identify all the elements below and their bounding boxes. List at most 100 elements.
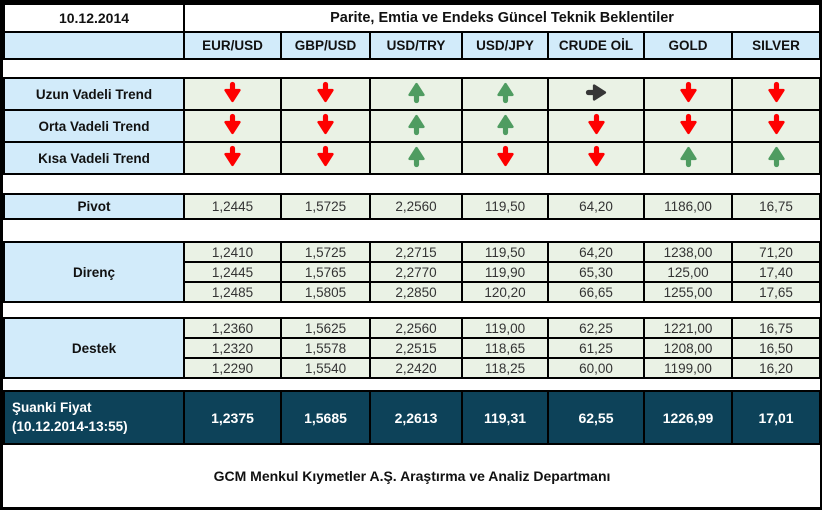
resistance-row: 1,2485 1,5805 2,2850 120,20 66,65 1255,0… [4,281,822,303]
technical-outlook-table: 10.12.2014 Parite, Emtia ve Endeks Günce… [3,3,822,507]
resistance-value: 65,30 [547,261,645,283]
pivot-value: 2,2560 [369,193,463,220]
resistance-value: 1,2485 [183,281,282,303]
title-row: 10.12.2014 Parite, Emtia ve Endeks Günce… [3,3,822,33]
trend-cell [183,141,282,175]
column-header-silver: SILVER [730,31,822,60]
trend-cell [369,77,463,111]
mid-term-trend-row: Orta Vadeli Trend [3,109,822,143]
column-header-empty [3,31,185,60]
column-header-crudeoil: CRUDE OİL [547,31,645,60]
resistance-value: 71,20 [730,241,822,263]
support-value: 16,75 [730,317,822,339]
column-header-gold: GOLD [643,31,733,60]
trend-arrow-icon [221,145,244,168]
resistance-value: 2,2850 [369,281,463,303]
trend-cell [730,109,822,143]
current-price-value: 17,01 [730,390,822,445]
pivot-value: 1,5725 [280,193,371,220]
spacer-row [4,174,821,194]
support-value: 1,2290 [183,357,282,379]
support-value: 1,2320 [183,337,282,359]
support-label: Destek [3,317,185,379]
support-value: 2,2515 [369,337,463,359]
resistance-value: 2,2715 [369,241,463,263]
support-value: 1,2360 [183,317,282,339]
page-title: Parite, Emtia ve Endeks Güncel Teknik Be… [182,3,822,33]
footer-text: GCM Menkul Kıymetler A.Ş. Araştırma ve A… [4,444,821,507]
support-row: Destek 1,2360 1,5625 2,2560 119,00 62,25… [3,317,822,379]
trend-cell [369,141,463,175]
mid-term-trend-label: Orta Vadeli Trend [3,109,185,143]
support-value: 119,00 [461,317,549,339]
current-price-row: Şuanki Fiyat (10.12.2014-13:55) 1,2375 1… [3,390,822,445]
pivot-label: Pivot [3,193,185,220]
support-row: 1,2320 1,5578 2,2515 118,65 61,25 1208,0… [4,337,822,359]
report-date: 10.12.2014 [3,3,185,33]
resistance-value: 1,2410 [183,241,282,263]
spacer-row [4,302,821,318]
footer-row: GCM Menkul Kıymetler A.Ş. Araştırma ve A… [4,444,821,507]
short-term-trend-row: Kısa Vadeli Trend [3,141,822,175]
spacer-row [4,219,821,242]
resistance-value: 1,5765 [280,261,371,283]
support-value: 1199,00 [643,357,733,379]
support-value: 1208,00 [643,337,733,359]
resistance-value: 1255,00 [643,281,733,303]
support-value: 61,25 [547,337,645,359]
trend-cell [461,77,549,111]
trend-arrow-icon [677,113,700,136]
resistance-label: Direnç [3,241,185,303]
trend-cell [730,141,822,175]
trend-arrow-icon [677,81,700,104]
trend-arrow-icon [314,145,337,168]
support-value: 1,5578 [280,337,371,359]
current-price-label: Şuanki Fiyat (10.12.2014-13:55) [3,390,185,445]
resistance-value: 66,65 [547,281,645,303]
trend-cell [461,141,549,175]
resistance-value: 1,5725 [280,241,371,263]
trend-arrow-icon [765,113,788,136]
current-price-value: 2,2613 [369,390,463,445]
trend-arrow-icon [314,81,337,104]
support-value: 2,2420 [369,357,463,379]
column-header-eurusd: EUR/USD [183,31,282,60]
long-term-trend-label: Uzun Vadeli Trend [3,77,185,111]
support-value: 118,65 [461,337,549,359]
trend-arrow-icon [405,145,428,168]
trend-arrow-icon [405,81,428,104]
spacer-row [4,378,821,391]
pivot-value: 64,20 [547,193,645,220]
trend-cell [461,109,549,143]
support-value: 1,5540 [280,357,371,379]
trend-cell [643,77,733,111]
trend-arrow-icon [314,113,337,136]
current-price-value: 62,55 [547,390,645,445]
short-term-trend-label: Kısa Vadeli Trend [3,141,185,175]
trend-cell [369,109,463,143]
pivot-value: 119,50 [461,193,549,220]
trend-arrow-icon [494,113,517,136]
trend-cell [547,141,645,175]
resistance-value: 2,2770 [369,261,463,283]
trend-arrow-icon [585,145,608,168]
spacer-row [4,59,821,78]
support-row: 1,2290 1,5540 2,2420 118,25 60,00 1199,0… [4,357,822,379]
column-header-row: EUR/USD GBP/USD USD/TRY USD/JPY CRUDE Oİ… [3,31,822,60]
resistance-value: 125,00 [643,261,733,283]
resistance-value: 1238,00 [643,241,733,263]
trend-cell [643,141,733,175]
pivot-value: 1186,00 [643,193,733,220]
trend-arrow-icon [765,145,788,168]
resistance-value: 119,50 [461,241,549,263]
trend-arrow-icon [765,81,788,104]
support-value: 16,20 [730,357,822,379]
pivot-value: 1,2445 [183,193,282,220]
trend-cell [280,77,371,111]
trend-cell [183,77,282,111]
support-value: 2,2560 [369,317,463,339]
trend-cell [280,109,371,143]
resistance-value: 1,2445 [183,261,282,283]
trend-cell [183,109,282,143]
